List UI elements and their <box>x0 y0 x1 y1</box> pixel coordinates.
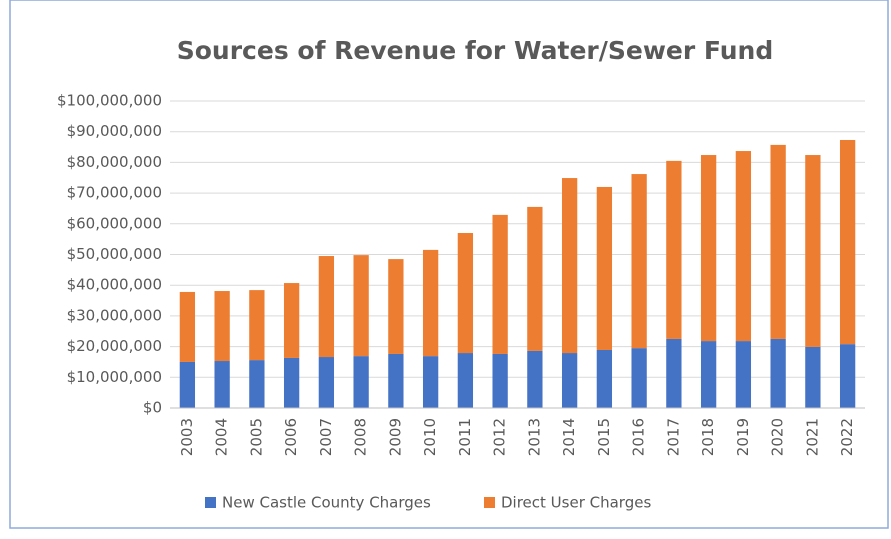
y-tick-label: $90,000,000 <box>67 122 162 140</box>
x-tick-label: 2019 <box>734 418 752 456</box>
y-tick-label: $30,000,000 <box>67 306 162 324</box>
y-tick-label: $50,000,000 <box>67 245 162 263</box>
bar-segment <box>596 349 613 408</box>
bar-segment <box>700 155 717 342</box>
bar-segment <box>492 214 508 354</box>
bar-segment <box>388 259 404 354</box>
bar-segment <box>179 361 196 408</box>
x-tick-label: 2004 <box>213 418 231 456</box>
bar-segment <box>527 206 543 351</box>
bar-segment <box>666 160 682 339</box>
bar-segment <box>839 344 856 408</box>
y-tick-label: $60,000,000 <box>67 214 162 232</box>
x-tick-label: 2006 <box>282 418 300 456</box>
bar-segment <box>353 255 369 357</box>
bar-segment <box>735 341 752 408</box>
x-tick-label: 2008 <box>352 418 370 456</box>
legend-label: New Castle County Charges <box>222 494 431 512</box>
x-tick-label: 2014 <box>560 418 578 456</box>
bar-segment <box>214 291 230 362</box>
bar-segment <box>700 341 717 408</box>
bar-segment <box>631 174 647 349</box>
y-tick-label: $0 <box>143 399 162 417</box>
x-tick-label: 2012 <box>491 418 509 456</box>
bar-segment <box>805 346 821 408</box>
bar-segment <box>214 361 230 408</box>
x-tick-label: 2020 <box>769 418 787 456</box>
legend-swatch <box>484 497 495 508</box>
bar-segment <box>666 338 682 408</box>
x-tick-label: 2013 <box>525 418 543 456</box>
legend-label: Direct User Charges <box>501 494 651 512</box>
bar-segment <box>422 356 439 408</box>
y-tick-label: $80,000,000 <box>67 153 162 171</box>
bar-segment <box>770 338 786 408</box>
bar-segment <box>249 360 265 408</box>
chart-title: Sources of Revenue for Water/Sewer Fund <box>177 36 774 65</box>
x-tick-label: 2022 <box>838 418 856 456</box>
bar-segment <box>422 249 439 357</box>
bar-segment <box>179 291 196 362</box>
y-tick-label: $100,000,000 <box>57 92 162 110</box>
bar-segment <box>388 353 404 408</box>
x-tick-label: 2010 <box>421 418 439 456</box>
bar-segment <box>492 353 508 408</box>
x-tick-label: 2009 <box>386 418 404 456</box>
bar-segment <box>457 353 474 408</box>
bar-segment <box>318 357 335 408</box>
x-tick-label: 2003 <box>178 418 196 456</box>
bar-segment <box>318 256 335 358</box>
bar-segment <box>770 144 786 339</box>
x-tick-label: 2007 <box>317 418 335 456</box>
bar-segment <box>561 353 578 408</box>
x-tick-label: 2011 <box>456 418 474 456</box>
x-tick-label: 2016 <box>630 418 648 456</box>
bar-segment <box>457 233 474 354</box>
bar-segment <box>249 290 265 361</box>
x-tick-label: 2005 <box>247 418 265 456</box>
x-tick-label: 2017 <box>664 418 682 456</box>
bar-segment <box>561 178 578 354</box>
bar-segment <box>283 283 300 358</box>
bar-segment <box>353 356 369 408</box>
bar-segment <box>283 357 300 408</box>
y-tick-label: $10,000,000 <box>67 368 162 386</box>
legend-swatch <box>205 497 216 508</box>
chart-frame <box>9 0 889 529</box>
bar-segment <box>631 348 647 408</box>
x-tick-label: 2021 <box>803 418 821 456</box>
y-tick-label: $20,000,000 <box>67 337 162 355</box>
bar-segment <box>805 155 821 347</box>
bar-segment <box>735 151 752 342</box>
bar-segment <box>839 139 856 345</box>
x-tick-label: 2015 <box>595 418 613 456</box>
bar-segment <box>527 350 543 408</box>
y-tick-label: $40,000,000 <box>67 276 162 294</box>
y-tick-label: $70,000,000 <box>67 184 162 202</box>
x-tick-label: 2018 <box>699 418 717 456</box>
bar-segment <box>596 186 613 350</box>
